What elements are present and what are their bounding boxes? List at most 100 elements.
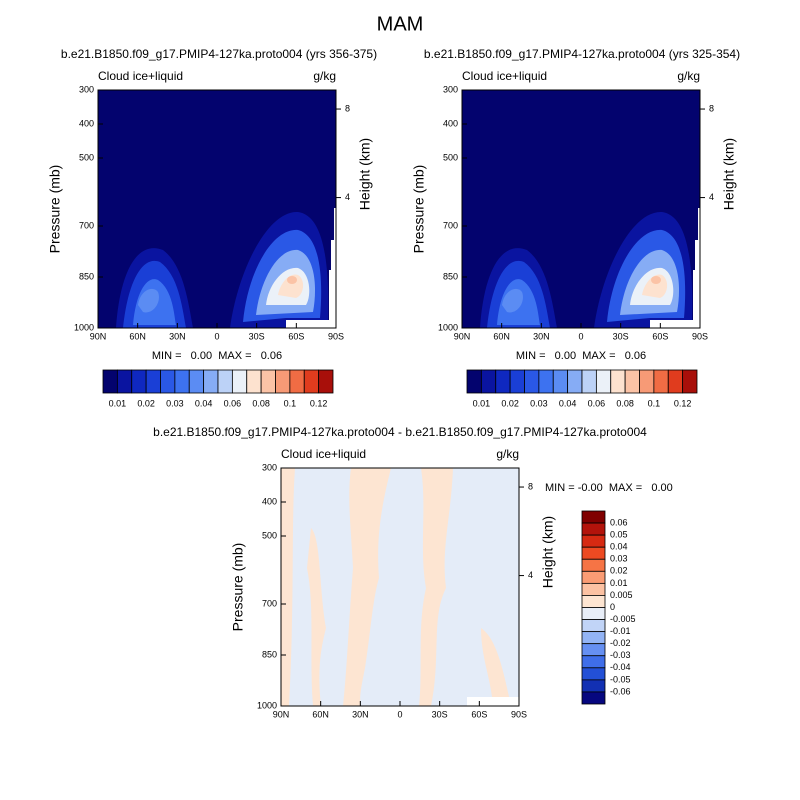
colorbar-box: [581, 546, 606, 560]
colorbar-label: 0: [610, 602, 615, 612]
x-tick-label: 90N: [90, 331, 107, 341]
x-tick-label: 90N: [454, 331, 471, 341]
colorbar-box: [595, 369, 612, 394]
colorbar-box: [145, 369, 161, 394]
colorbar-box: [581, 619, 606, 633]
colorbar-box: [639, 369, 655, 394]
colorbar-box: [581, 667, 606, 681]
panel: [462, 90, 700, 328]
colorbar-label: 0.03: [610, 554, 628, 564]
y-tick-label: 1000: [257, 700, 277, 710]
stats-label: MIN = -0.00 MAX = 0.00: [545, 482, 673, 494]
colorbar-label: 0.08: [252, 398, 270, 408]
y2-tick-label: 4: [528, 570, 533, 580]
y2-tick-label: 4: [345, 192, 350, 202]
x-tick-label: 0: [397, 709, 402, 719]
contour-field: [281, 468, 519, 706]
colorbar-box: [581, 369, 597, 394]
colorbar-label: 0.01: [610, 578, 628, 588]
x-tick-label: 60N: [493, 331, 510, 341]
colorbar-label: 0.1: [284, 398, 297, 408]
y-tick-label: 400: [443, 118, 458, 128]
colorbar-box: [116, 369, 133, 394]
x-tick-label: 60N: [312, 709, 329, 719]
colorbar-label: 0.12: [674, 398, 692, 408]
x-tick-label: 0: [578, 331, 583, 341]
colorbar-label: 0.005: [610, 590, 633, 600]
colorbar-box: [480, 369, 497, 394]
y-tick-label: 700: [79, 220, 94, 230]
y-tick-label: 1000: [74, 322, 94, 332]
colorbar-label: -0.04: [610, 662, 631, 672]
colorbar-label: 0.03: [530, 398, 548, 408]
panel: [98, 90, 336, 328]
y-tick-label: 700: [262, 598, 277, 608]
colorbar-box: [102, 369, 118, 394]
x-tick-label: 90S: [692, 331, 708, 341]
colorbar-box: [160, 369, 176, 394]
x-tick-label: 90S: [511, 709, 527, 719]
colorbar-label: 0.02: [610, 566, 628, 576]
y-tick-label: 300: [262, 462, 277, 472]
colorbar-label: 0.06: [588, 398, 606, 408]
unit-label: g/kg: [313, 69, 336, 83]
y-axis-label: Pressure (mb): [230, 543, 246, 632]
y-tick-label: 1000: [438, 322, 458, 332]
y-tick-label: 300: [79, 84, 94, 94]
y2-axis-label: Height (km): [540, 516, 556, 588]
colorbar-box: [581, 582, 606, 596]
colorbar-box: [581, 691, 606, 705]
colorbar-box: [275, 369, 291, 394]
stats-label: MIN = 0.00 MAX = 0.06: [152, 350, 282, 362]
x-tick-label: 90N: [273, 709, 290, 719]
y-tick-label: 850: [262, 649, 277, 659]
colorbar-box: [466, 369, 482, 394]
figure-title: MAM: [377, 13, 424, 35]
colorbar-label: -0.02: [610, 638, 631, 648]
y2-tick-label: 8: [345, 103, 350, 113]
y-tick-label: 300: [443, 84, 458, 94]
colorbar-box: [538, 369, 554, 394]
colorbar-label: 0.12: [310, 398, 328, 408]
x-tick-label: 30N: [352, 709, 369, 719]
x-tick-label: 30S: [432, 709, 448, 719]
colorbar-label: 0.03: [166, 398, 184, 408]
colorbar-box: [581, 643, 606, 657]
colorbar-box: [581, 631, 606, 645]
colorbar-box: [581, 595, 606, 608]
x-tick-label: 60N: [129, 331, 146, 341]
colorbar-label: 0.01: [109, 398, 127, 408]
y-tick-label: 700: [443, 220, 458, 230]
variable-label: Cloud ice+liquid: [98, 69, 183, 83]
y-tick-label: 500: [262, 530, 277, 540]
x-tick-label: 30S: [249, 331, 265, 341]
y2-tick-label: 8: [528, 481, 533, 491]
colorbar-box: [203, 369, 219, 394]
y-tick-label: 500: [79, 152, 94, 162]
colorbar-box: [188, 369, 205, 394]
colorbar-box: [581, 679, 606, 693]
colorbar-box: [581, 522, 606, 536]
colorbar-label: 0.05: [610, 530, 628, 540]
unit-label: g/kg: [677, 69, 700, 83]
y-axis-label: Pressure (mb): [411, 165, 427, 254]
colorbar-box: [581, 570, 606, 584]
x-tick-label: 0: [214, 331, 219, 341]
colorbar-label: 0.08: [616, 398, 634, 408]
subtitle: b.e21.B1850.f09_g17.PMIP4-127ka.proto004…: [61, 47, 377, 61]
variable-label: Cloud ice+liquid: [462, 69, 547, 83]
y2-tick-label: 4: [709, 192, 714, 202]
contour-field: [462, 90, 700, 328]
x-tick-label: 30S: [613, 331, 629, 341]
x-tick-label: 60S: [288, 331, 304, 341]
colorbar-box: [524, 369, 540, 394]
colorbar-label: 0.06: [224, 398, 242, 408]
colorbar-box: [318, 369, 334, 394]
y-tick-label: 400: [262, 496, 277, 506]
y2-tick-label: 8: [709, 103, 714, 113]
colorbar-box: [682, 369, 698, 394]
unit-label: g/kg: [496, 447, 519, 461]
x-tick-label: 90S: [328, 331, 344, 341]
y2-axis-label: Height (km): [721, 138, 737, 210]
